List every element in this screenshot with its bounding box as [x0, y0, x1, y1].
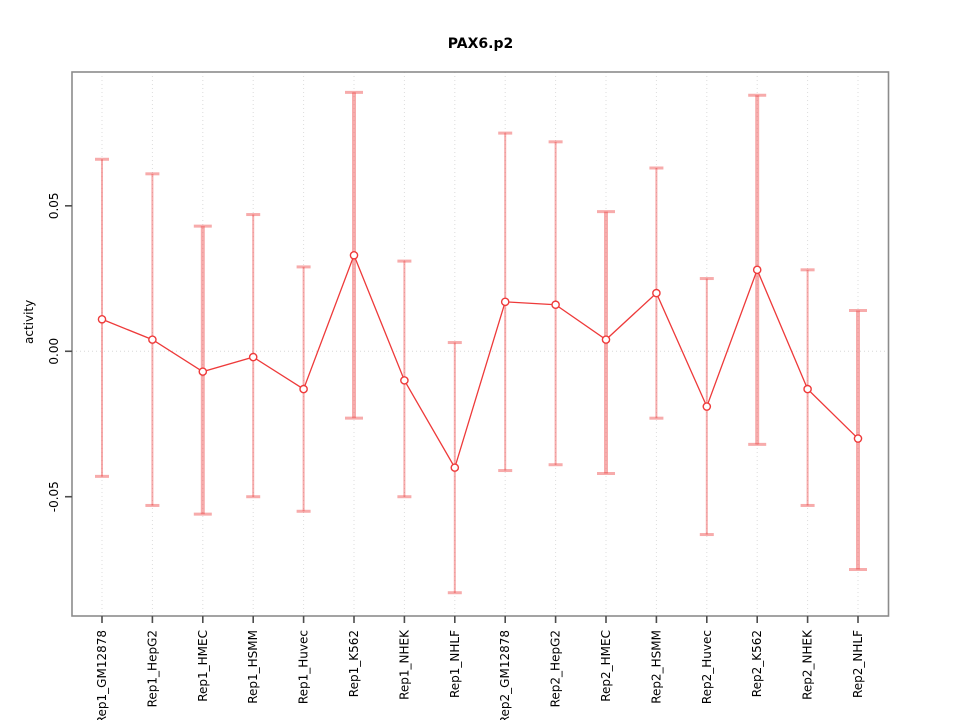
x-category-label: Rep2_HepG2 [549, 630, 563, 707]
x-category-label: Rep2_HSMM [649, 630, 663, 704]
x-category-label: Rep1_NHEK [397, 629, 411, 700]
data-point [400, 376, 409, 385]
plot-box [71, 71, 890, 617]
data-point [853, 434, 863, 443]
data-point [198, 367, 208, 376]
x-category-label: Rep1_HMEC [196, 630, 210, 702]
x-category-label: Rep2_NHEK [801, 629, 815, 700]
x-category-label: Rep1_NHLF [448, 630, 462, 698]
y-tick-label: 0.00 [47, 338, 61, 365]
data-point [601, 335, 611, 344]
data-point [551, 300, 560, 310]
data-point [97, 314, 107, 324]
x-category-label: Rep2_K562 [750, 630, 764, 697]
data-point [148, 335, 157, 344]
x-category-label: Rep1_K562 [347, 630, 361, 697]
data-point [803, 384, 812, 394]
data-point [248, 352, 258, 362]
series-line [101, 253, 859, 470]
data-point [652, 288, 661, 298]
data-point [450, 463, 460, 472]
axis-labels-layer: 0.05 0.00 -0.05 Rep1_GM12878 Rep1_HepG2 Rep1_… [47, 192, 865, 720]
y-tick-label: -0.05 [47, 481, 61, 512]
y-tick-label: 0.05 [47, 192, 61, 219]
error-bars-layer [95, 90, 867, 595]
data-point [702, 402, 712, 411]
data-point [500, 297, 510, 307]
x-category-label: Rep2_Huvec [700, 630, 714, 704]
data-point [349, 250, 359, 260]
x-category-label: Rep2_HMEC [599, 630, 613, 702]
data-points-layer [97, 250, 863, 472]
gridlines-layer [72, 72, 889, 616]
x-category-label: Rep1_GM12878 [95, 630, 109, 720]
x-category-label: Rep1_Huvec [297, 630, 311, 704]
x-category-label: Rep1_HepG2 [145, 630, 159, 707]
series-line-layer [101, 253, 859, 470]
x-category-label: Rep2_NHLF [851, 630, 865, 698]
data-point [299, 384, 308, 394]
chart-title: PAX6.p2 [447, 36, 514, 52]
x-category-label: Rep2_GM12878 [498, 630, 512, 720]
data-point [752, 265, 762, 275]
x-category-label: Rep1_HSMM [246, 630, 260, 704]
axes-layer [65, 71, 890, 623]
